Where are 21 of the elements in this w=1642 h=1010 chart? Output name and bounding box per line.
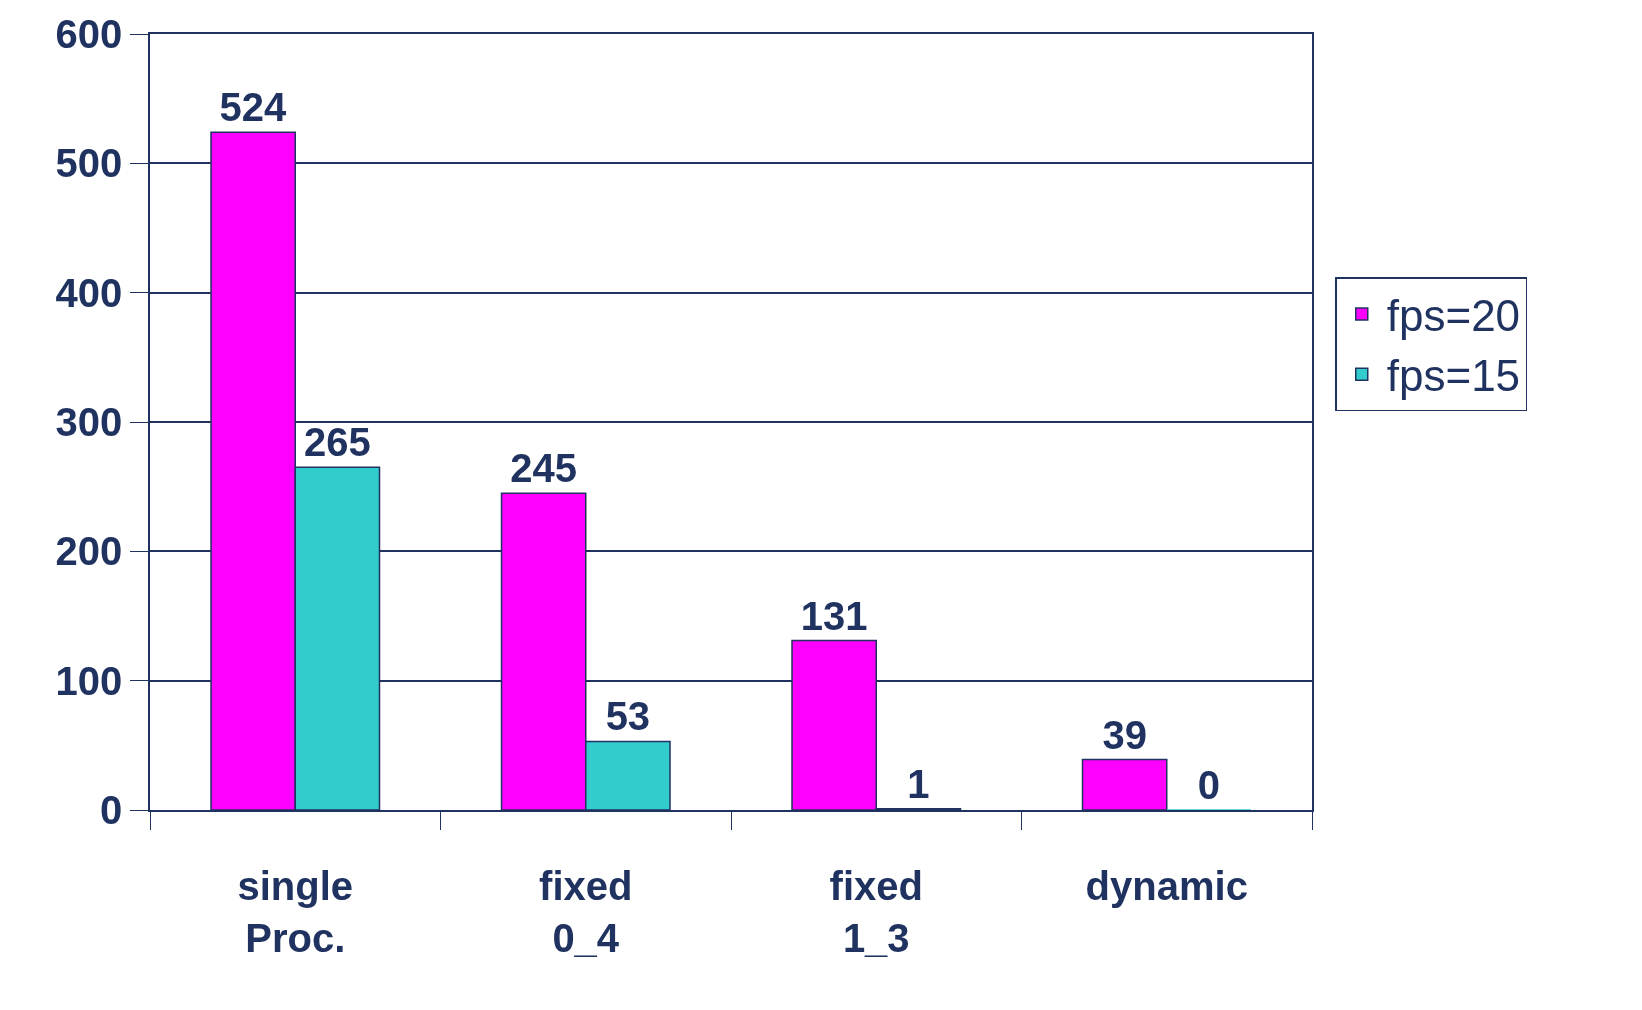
x-tick-label: fixed 1_3 [829,863,923,960]
data-label: 39 [1102,712,1147,757]
data-label: 524 [219,85,287,130]
y-tick-label: 200 [55,529,123,574]
y-tick-label: 300 [55,400,123,444]
data-label: 245 [510,446,578,491]
data-label: 265 [304,420,371,465]
data-label: 131 [800,593,868,638]
legend-label: fps=15 [1386,351,1521,401]
y-tick-label: 0 [100,788,123,832]
x-tick-label: single Proc. [237,863,354,960]
y-tick-label: 400 [55,270,123,315]
x-tick-label: dynamic [1085,863,1248,908]
legend-label: fps=20 [1386,291,1521,341]
y-tick-label: 500 [55,141,123,186]
y-tick-label: 600 [55,12,123,56]
x-tick-label: fixed 0_4 [539,863,633,960]
data-label: 1 [907,761,930,806]
y-tick-label: 100 [55,658,123,703]
data-label: 53 [605,694,651,739]
data-label: 0 [1197,763,1220,807]
